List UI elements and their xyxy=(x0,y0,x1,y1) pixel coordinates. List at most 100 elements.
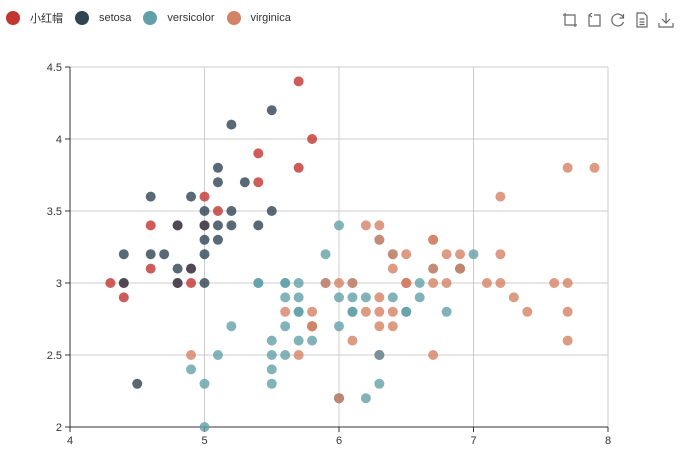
data-point xyxy=(468,249,479,260)
data-point xyxy=(159,249,170,260)
data-point xyxy=(293,306,304,317)
save-image-icon xyxy=(658,13,674,28)
data-point xyxy=(280,350,291,360)
data-point xyxy=(401,278,412,288)
data-point xyxy=(307,335,318,346)
data-point xyxy=(199,191,210,202)
data-point xyxy=(414,278,425,288)
data-point xyxy=(172,263,183,274)
data-point xyxy=(360,306,371,317)
data-point xyxy=(374,220,385,231)
data-point xyxy=(199,278,210,288)
data-point xyxy=(428,350,439,360)
x-tick-label: 7 xyxy=(470,435,476,447)
data-point xyxy=(293,350,304,360)
data-point xyxy=(495,249,506,260)
data-point xyxy=(226,321,237,332)
data-point xyxy=(589,162,600,173)
data-point xyxy=(186,364,197,375)
data-point xyxy=(455,249,466,260)
data-point xyxy=(347,278,358,288)
data-point xyxy=(347,292,358,303)
x-tick-label: 6 xyxy=(336,435,342,447)
data-point xyxy=(293,292,304,303)
data-point xyxy=(334,278,344,288)
legend-label: 小红帽 xyxy=(30,13,63,25)
data-point xyxy=(293,278,304,288)
legend-item-小红帽[interactable]: 小红帽 xyxy=(6,10,63,26)
data-point xyxy=(212,220,223,231)
data-point xyxy=(212,162,223,173)
x-tick-label: 4 xyxy=(67,435,73,447)
data-point xyxy=(186,350,197,360)
data-point xyxy=(347,306,358,317)
legend-marker xyxy=(226,11,241,25)
data-point xyxy=(293,162,304,173)
data-point xyxy=(145,191,156,202)
save-image-button[interactable] xyxy=(658,12,674,28)
data-point xyxy=(401,306,412,317)
data-point xyxy=(549,278,560,288)
data-point xyxy=(374,378,385,389)
data-point xyxy=(401,249,412,260)
data-point xyxy=(280,321,291,332)
data-point xyxy=(428,234,439,245)
data-point xyxy=(118,278,129,288)
data-point xyxy=(186,278,197,288)
data-point xyxy=(347,335,358,346)
data-point xyxy=(360,220,371,231)
legend-item-virginica[interactable]: virginica xyxy=(226,11,291,25)
toolbox xyxy=(554,12,674,28)
data-point xyxy=(522,306,533,317)
data-point xyxy=(118,249,129,260)
data-point xyxy=(239,177,250,188)
data-point xyxy=(374,321,385,332)
data-point xyxy=(307,134,318,144)
data-point xyxy=(562,278,573,288)
data-point xyxy=(374,350,385,360)
data-point xyxy=(441,249,452,260)
data-point xyxy=(307,306,318,317)
legend-item-versicolor[interactable]: versicolor xyxy=(143,11,215,25)
data-point xyxy=(293,76,304,87)
legend-item-setosa[interactable]: setosa xyxy=(75,11,131,25)
data-point xyxy=(307,321,318,332)
data-point xyxy=(280,278,291,288)
data-point xyxy=(253,177,264,188)
legend-label: versicolor xyxy=(167,12,215,24)
zoom-reset-button[interactable] xyxy=(586,12,602,28)
data-point xyxy=(105,278,116,288)
data-point xyxy=(320,249,331,260)
data-point xyxy=(253,278,264,288)
legend-marker xyxy=(6,11,20,25)
legend-marker xyxy=(143,11,158,25)
data-point xyxy=(320,278,331,288)
y-tick-label: 3 xyxy=(56,278,62,290)
data-point xyxy=(172,220,183,231)
data-point xyxy=(387,306,398,317)
x-tick-label: 5 xyxy=(201,435,207,447)
data-point xyxy=(495,191,506,202)
data-point xyxy=(212,177,223,188)
data-point xyxy=(495,278,506,288)
data-point xyxy=(226,119,237,130)
data-point xyxy=(360,393,371,404)
legend-label: setosa xyxy=(99,12,132,24)
data-view-icon xyxy=(636,12,648,28)
data-point xyxy=(334,393,344,404)
data-point xyxy=(145,220,156,231)
data-point xyxy=(387,249,398,260)
data-point xyxy=(280,292,291,303)
data-point xyxy=(172,278,183,288)
data-point xyxy=(266,105,277,116)
zoom-button[interactable] xyxy=(562,12,578,28)
data-point xyxy=(374,234,385,245)
data-view-button[interactable] xyxy=(634,12,650,28)
data-point xyxy=(145,249,156,260)
data-point xyxy=(387,321,398,332)
data-point xyxy=(293,335,304,346)
restore-button[interactable] xyxy=(610,12,626,28)
y-tick-label: 4.5 xyxy=(47,62,62,74)
data-point xyxy=(186,191,197,202)
